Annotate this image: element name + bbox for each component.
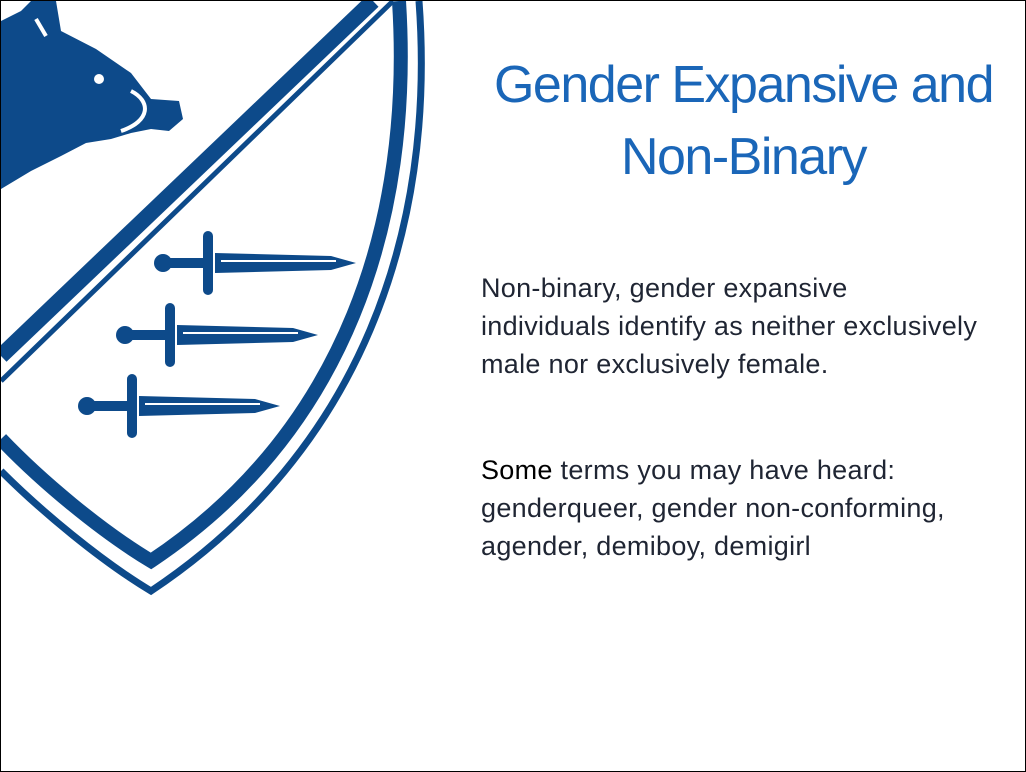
body-paragraph: Non-binary, gender expansive individuals…	[481, 269, 981, 383]
body-paragraph: Some terms you may have heard: genderque…	[481, 451, 981, 565]
emphasis-text: Some	[481, 455, 553, 485]
crest-graphic	[1, 1, 441, 601]
slide-title: Gender Expansive and Non-Binary	[481, 49, 1006, 193]
slide: Gender Expansive and Non-Binary Non-bina…	[0, 0, 1026, 772]
